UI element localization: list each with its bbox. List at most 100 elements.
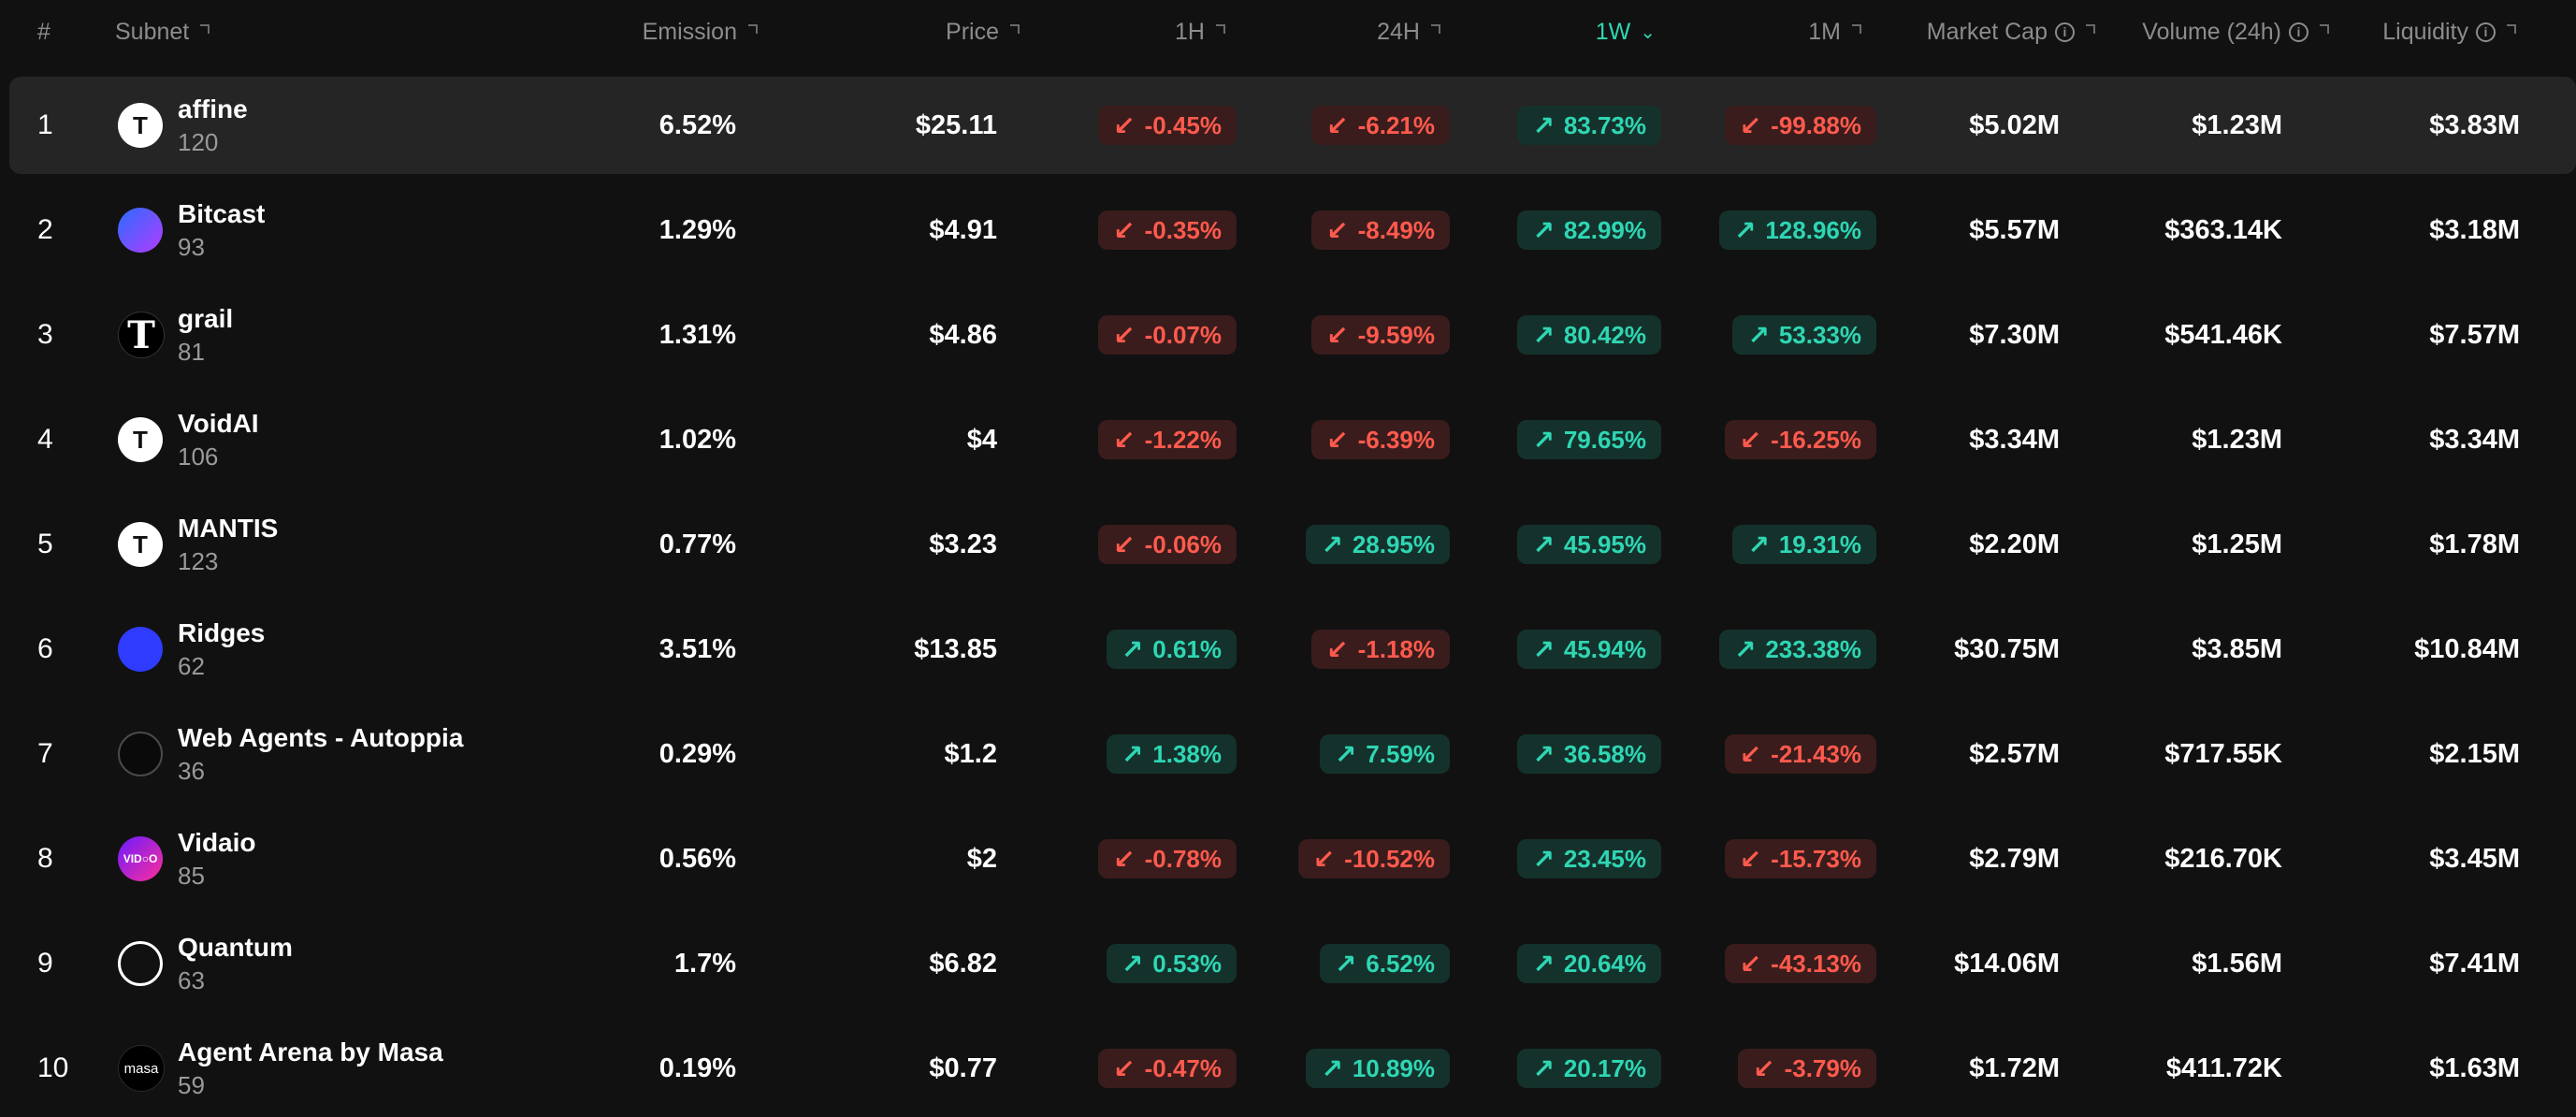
table-row[interactable]: 5 T MANTIS 123 0.77% $3.23 $2.20M $1.25M $1.78M ↙… <box>9 496 2576 593</box>
price-value: $1.2 <box>944 738 997 769</box>
change-value: 7.59% <box>1366 739 1435 768</box>
subnet-cell[interactable]: Agent Arena by Masa 59 <box>178 1020 443 1117</box>
col-1w-header[interactable]: 1W ⌄ <box>1595 18 1656 45</box>
liquidity-cell: $1.78M <box>9 496 2520 593</box>
subnet-cell[interactable]: Quantum 63 <box>178 915 293 1012</box>
info-icon[interactable]: i <box>2055 22 2075 42</box>
volume-cell: $3.85M <box>9 601 2282 698</box>
arrow-up-right-icon: ↗ <box>1532 320 1555 350</box>
rank-cell: 5 <box>37 529 53 559</box>
subnet-cell[interactable]: Bitcast 93 <box>178 181 265 279</box>
arrow-up-right-icon: ↗ <box>1532 425 1555 455</box>
table-row[interactable]: 6 Ridges 62 3.51% $13.85 $30.75M $3.85M $10.84M… <box>9 601 2576 698</box>
market-cap-value: $3.34M <box>1969 424 2060 455</box>
change-m1-cell: ↗ 233.38% <box>9 601 1876 698</box>
chevron-down-icon: ⌄ <box>1640 22 1656 43</box>
table-row[interactable]: 4 T VoidAI 106 1.02% $4 $3.34M $1.23M $3.34M ↙ -1.… <box>9 391 2576 488</box>
market-cap-cell: $5.02M <box>9 77 2060 174</box>
subnet-logo-icon: T <box>118 522 163 567</box>
table-row[interactable]: 9 Quantum 63 1.7% $6.82 $14.06M $1.56M $7.41M ↗ 0… <box>9 915 2576 1012</box>
change-value: -15.73% <box>1771 844 1861 873</box>
market-cap-value: $2.57M <box>1969 738 2060 769</box>
subnet-cell[interactable]: MANTIS 123 <box>178 496 278 593</box>
change-m1-cell: ↙ -15.73% <box>9 810 1876 907</box>
arrow-up-right-icon: ↗ <box>1532 1053 1555 1083</box>
col-24h-header[interactable]: 24H <box>1328 0 1440 64</box>
change-badge: ↙ -0.35% <box>1098 210 1237 250</box>
table-row[interactable]: 10 masa Agent Arena by Masa 59 0.19% $0.77 $1.… <box>9 1020 2576 1117</box>
change-badge: ↗ 28.95% <box>1306 525 1450 564</box>
sort-icon <box>1010 24 1020 34</box>
change-m1-cell: ↗ 128.96% <box>9 181 1876 279</box>
col-rank-header[interactable]: # <box>37 18 51 45</box>
liquidity-cell: $7.57M <box>9 286 2520 384</box>
change-value: -0.47% <box>1144 1053 1222 1082</box>
change-badge: ↗ 79.65% <box>1517 420 1661 459</box>
liquidity-cell: $7.41M <box>9 915 2520 1012</box>
change-badge: ↗ 83.73% <box>1517 106 1661 145</box>
subnet-logo-icon: T <box>118 312 165 358</box>
emission-cell: 0.19% <box>9 1020 736 1117</box>
change-badge: ↗ 10.89% <box>1306 1049 1450 1088</box>
subnet-name: MANTIS <box>178 514 279 543</box>
subnet-cell[interactable]: VoidAI 106 <box>178 391 259 488</box>
col-1m-header[interactable]: 1M <box>1758 0 1861 64</box>
change-m1-cell: ↙ -16.25% <box>9 391 1876 488</box>
change-badge: ↗ 7.59% <box>1319 734 1450 774</box>
rank-cell: 8 <box>37 843 53 874</box>
change-badge: ↗ 0.53% <box>1106 944 1237 983</box>
liquidity-cell: $3.83M <box>9 77 2520 174</box>
change-value: -0.06% <box>1144 529 1222 558</box>
change-value: 80.42% <box>1563 320 1646 349</box>
arrow-down-left-icon: ↙ <box>1113 320 1136 350</box>
subnet-cell[interactable]: grail 81 <box>178 286 233 384</box>
table-row[interactable]: 2 Bitcast 93 1.29% $4.91 $5.57M $363.14K $3.18M… <box>9 181 2576 279</box>
subnet-logo-cell <box>118 181 163 279</box>
emission-value: 6.52% <box>658 109 736 140</box>
change-value: -9.59% <box>1357 320 1435 349</box>
price-cell: $4 <box>9 391 997 488</box>
change-badge: ↗ 6.52% <box>1319 944 1450 983</box>
liquidity-value: $7.57M <box>2429 319 2520 350</box>
subnet-cell[interactable]: Vidaio 85 <box>178 810 256 907</box>
arrow-up-right-icon: ↗ <box>1334 949 1357 979</box>
change-value: -8.49% <box>1357 215 1435 244</box>
table-row[interactable]: 7 Web Agents - Autoppia 36 0.29% $1.2 $2.57M $… <box>9 705 2576 803</box>
change-w1-cell: ↗ 82.99% <box>9 181 1661 279</box>
subnet-name: Ridges <box>178 618 266 647</box>
change-value: 28.95% <box>1352 529 1435 558</box>
change-value: 0.61% <box>1152 634 1222 663</box>
change-h1-cell: ↙ -1.22% <box>9 391 1237 488</box>
liquidity-cell: $3.45M <box>9 810 2520 907</box>
change-badge: ↗ 20.64% <box>1517 944 1661 983</box>
subnet-cell[interactable]: Web Agents - Autoppia 36 <box>178 705 463 803</box>
info-icon[interactable]: i <box>2289 22 2308 42</box>
change-w1-cell: ↗ 20.64% <box>9 915 1661 1012</box>
price-cell: $25.11 <box>9 77 997 174</box>
subnet-logo-icon <box>118 941 163 986</box>
col-volume-header[interactable]: Volume (24h) i <box>2114 0 2329 64</box>
change-badge: ↗ 128.96% <box>1718 210 1876 250</box>
col-1h-header[interactable]: 1H <box>1122 0 1225 64</box>
subnet-cell[interactable]: affine 120 <box>178 77 248 174</box>
col-market-cap-header[interactable]: Market Cap i <box>1899 0 2095 64</box>
subnet-logo-icon: T <box>118 417 163 462</box>
volume-value: $1.23M <box>2192 424 2282 455</box>
table-row[interactable]: 8 VID○O Vidaio 85 0.56% $2 $2.79M $216.70K $3.45… <box>9 810 2576 907</box>
change-value: 19.31% <box>1778 529 1861 558</box>
rank-cell: 7 <box>37 738 53 769</box>
col-liquidity-header[interactable]: Liquidity i <box>2348 0 2516 64</box>
col-price-header[interactable]: Price <box>842 0 1020 64</box>
subnet-cell[interactable]: Ridges 62 <box>178 601 265 698</box>
change-badge: ↗ 82.99% <box>1517 210 1661 250</box>
change-h1-cell: ↙ -0.06% <box>9 496 1237 593</box>
rank-cell: 3 <box>37 319 53 350</box>
info-icon[interactable]: i <box>2476 22 2496 42</box>
volume-value: $1.23M <box>2192 109 2282 140</box>
col-emission-header[interactable]: Emission <box>561 0 758 64</box>
liquidity-value: $2.15M <box>2429 738 2520 769</box>
change-badge: ↗ 45.94% <box>1517 630 1661 669</box>
col-subnet-header[interactable]: Subnet <box>115 0 210 64</box>
